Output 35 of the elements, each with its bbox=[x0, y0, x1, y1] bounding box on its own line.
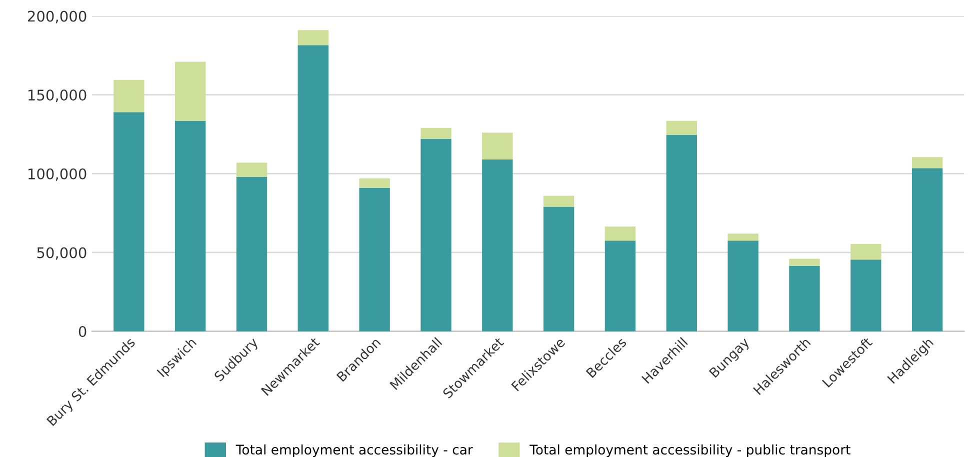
bar bbox=[543, 196, 574, 207]
bar bbox=[236, 176, 268, 332]
bar bbox=[604, 240, 636, 332]
y-tick-label: 50,000 bbox=[37, 247, 86, 260]
bar bbox=[236, 162, 268, 177]
bar bbox=[543, 206, 574, 332]
bar bbox=[114, 80, 144, 112]
bar bbox=[298, 30, 329, 46]
bar bbox=[482, 159, 513, 332]
bar bbox=[666, 120, 697, 136]
y-tick-label: 200,000 bbox=[28, 10, 86, 24]
bar bbox=[789, 258, 820, 266]
bar bbox=[174, 62, 206, 121]
bar bbox=[912, 157, 943, 168]
bar bbox=[604, 226, 636, 241]
y-tick-label: 0 bbox=[78, 326, 86, 338]
bar bbox=[298, 45, 329, 332]
y-tick-label: 100,000 bbox=[28, 168, 86, 181]
bar bbox=[850, 244, 882, 260]
bar bbox=[114, 112, 144, 332]
bar bbox=[850, 260, 882, 332]
bar bbox=[482, 132, 513, 160]
bar bbox=[174, 120, 206, 332]
bar bbox=[728, 234, 758, 241]
legend-label: Total employment accessibility - public transport bbox=[530, 444, 850, 457]
bar bbox=[420, 128, 452, 139]
bar bbox=[666, 135, 697, 332]
bar bbox=[359, 178, 390, 188]
bar bbox=[789, 266, 820, 332]
legend-label: Total employment accessibility - car bbox=[236, 444, 473, 457]
bar bbox=[359, 188, 390, 332]
bar bbox=[912, 168, 943, 332]
bar bbox=[420, 138, 452, 332]
y-tick-label: 150,000 bbox=[28, 90, 86, 102]
bar bbox=[728, 240, 758, 332]
